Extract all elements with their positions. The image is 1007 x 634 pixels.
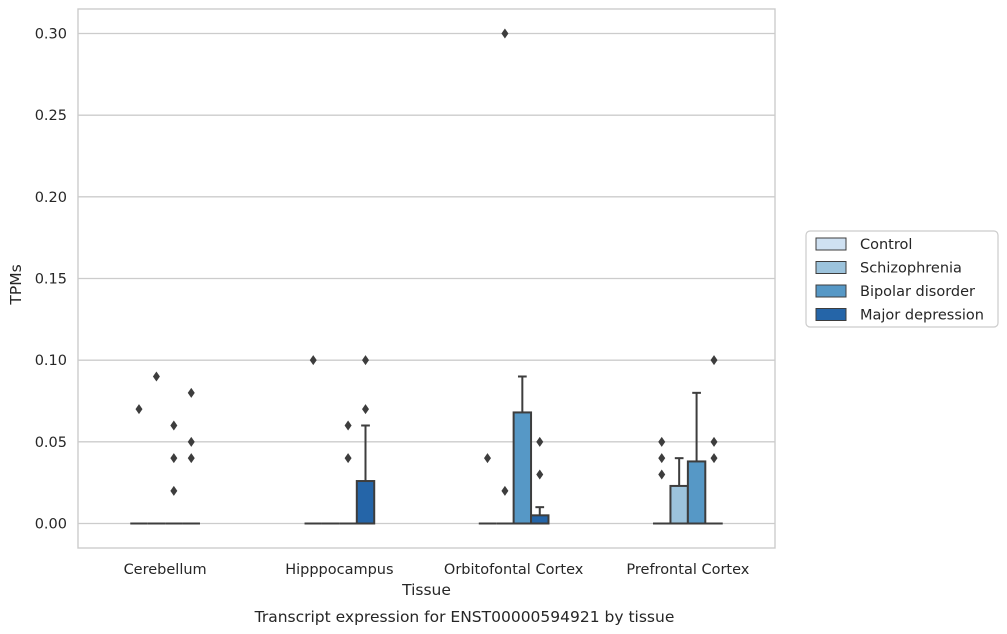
x-tick-label: Cerebellum <box>124 562 207 578</box>
outlier-point <box>309 355 317 366</box>
x-tick-labels: Cerebellum Hipppocampus Orbitofontal Corte… <box>124 562 750 578</box>
plot-frame <box>77 8 776 549</box>
y-axis-label: TPMs <box>7 264 25 305</box>
outlier-point <box>344 453 352 464</box>
box-bipolar-disorder <box>339 420 357 525</box>
box-control <box>478 453 497 525</box>
legend: Control Schizophrenia Bipolar disorder Majo… <box>805 230 999 328</box>
y-tick-label: 0.30 <box>35 27 67 43</box>
box-major-depression <box>355 355 376 525</box>
legend-swatch <box>815 308 847 321</box>
outlier-point <box>536 469 544 480</box>
outlier-point <box>187 436 195 447</box>
outlier-point <box>710 355 718 366</box>
outlier-point <box>187 453 195 464</box>
outlier-point <box>710 453 718 464</box>
outlier-point <box>362 404 370 415</box>
box-bipolar-disorder <box>686 391 707 525</box>
box-bipolar-disorder <box>512 375 533 525</box>
outlier-point <box>170 485 178 496</box>
box-body <box>355 480 376 525</box>
box-schizophrenia <box>669 457 689 525</box>
y-tick-label: 0.20 <box>35 190 67 206</box>
legend-entry: Major depression <box>860 308 984 324</box>
box-body <box>530 514 550 525</box>
legend-entry: Bipolar disorder <box>860 284 975 300</box>
box-plot-area <box>130 28 723 525</box>
box-schizophrenia <box>496 28 514 525</box>
outlier-point <box>658 469 666 480</box>
outlier-point <box>483 453 491 464</box>
legend-swatch <box>815 284 847 298</box>
y-tick-label: 0.05 <box>35 435 67 451</box>
outlier-point <box>658 453 666 464</box>
y-tick-label: 0.25 <box>35 108 67 124</box>
outlier-point <box>344 420 352 431</box>
outlier-point <box>501 28 509 39</box>
legend-swatch <box>815 237 847 251</box>
outlier-point <box>152 371 160 382</box>
box-control <box>304 355 322 525</box>
x-tick-label: Hipppocampus <box>285 562 393 578</box>
x-tick-label: Prefrontal Cortex <box>626 562 749 578</box>
box-major-depression <box>530 436 550 525</box>
outlier-point <box>187 387 195 398</box>
legend-entry: Schizophrenia <box>860 261 962 277</box>
x-tick-label: Orbitofontal Cortex <box>444 562 584 578</box>
box-control <box>653 436 671 525</box>
chart-title: Transcript expression for ENST0000059492… <box>254 608 675 626</box>
outlier-point <box>710 436 718 447</box>
x-axis-label: Tissue <box>401 581 451 599</box>
y-tick-label: 0.10 <box>35 353 67 369</box>
y-tick-label: 0.00 <box>35 517 67 533</box>
box-body <box>686 460 707 525</box>
legend-frame <box>805 230 999 328</box>
outlier-point <box>170 453 178 464</box>
box-control <box>130 404 148 525</box>
outlier-point <box>135 404 143 415</box>
outlier-point <box>536 436 544 447</box>
y-tick-label: 0.15 <box>35 272 67 288</box>
y-tick-labels: 0.00 0.05 0.10 0.15 0.20 0.25 0.30 <box>35 27 67 533</box>
outlier-point <box>658 436 666 447</box>
box-body <box>512 411 533 525</box>
outlier-point <box>170 420 178 431</box>
legend-swatch <box>815 261 847 274</box>
box-body <box>669 484 689 525</box>
legend-entry: Control <box>860 237 912 253</box>
box-major-depression <box>182 387 200 525</box>
outlier-point <box>501 485 509 496</box>
outlier-point <box>362 355 370 366</box>
box-bipolar-disorder <box>165 420 183 525</box>
box-major-depression <box>705 355 723 525</box>
box-schizophrenia <box>147 371 166 525</box>
grid-lines <box>78 32 775 525</box>
